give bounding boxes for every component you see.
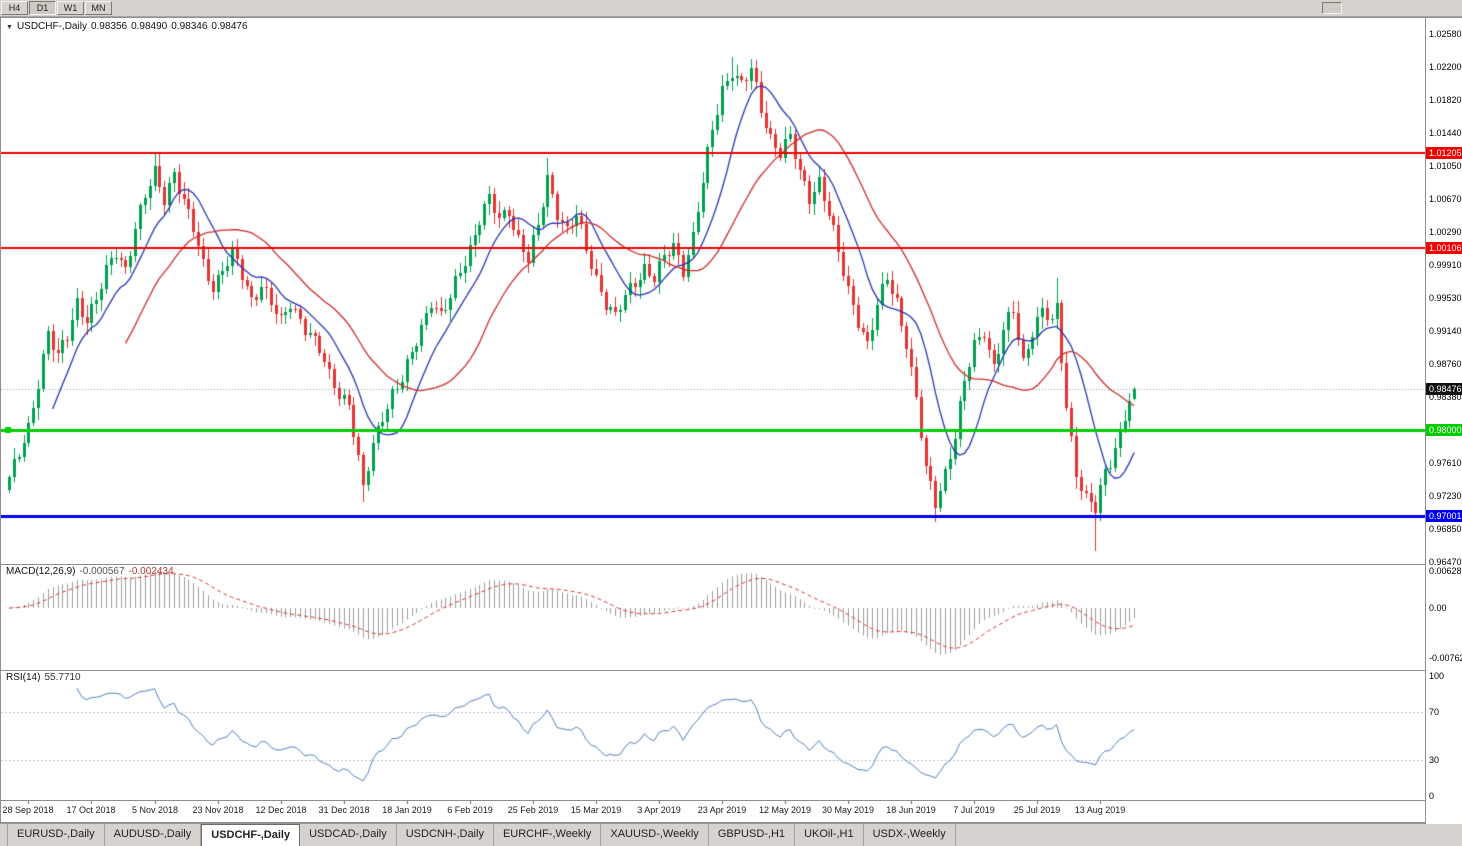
price-axis-label: 0.99530 (1429, 293, 1462, 303)
price-axis-label: 70 (1429, 707, 1440, 717)
pane-divider[interactable] (1, 564, 1462, 565)
rsi-label: RSI(14) (6, 672, 41, 683)
price-axis-label: 0.98380 (1429, 392, 1462, 402)
date-label: 5 Nov 2018 (131, 805, 179, 815)
timeframe-button-h4[interactable]: H4 (1, 1, 28, 15)
date-axis[interactable]: 28 Sep 2018 17 Oct 2018 5 Nov 2018 23 Nov 2… (1, 800, 1425, 824)
date-label: 3 Apr 2019 (637, 805, 681, 815)
timeframe-button-d1[interactable]: D1 (29, 1, 56, 15)
rsi-legend: RSI(14) 55.7710 (6, 672, 85, 683)
macd-legend: MACD(12,26,9) -0.000567 -0.002434 (6, 566, 178, 577)
price-axis-label: 0.99140 (1429, 326, 1462, 336)
symbol-dropdown-icon[interactable]: ▼ (6, 24, 13, 31)
timeframe-button-mn[interactable]: MN (85, 1, 112, 15)
price-tag[interactable]: 1.01205 (1426, 147, 1462, 159)
price-axis-label: 1.01050 (1429, 161, 1462, 171)
toolbar-docked-button[interactable] (1322, 2, 1342, 14)
tab-eurchf-weekly[interactable]: EURCHF-,Weekly (494, 824, 602, 846)
price-axis-label: 1.01440 (1429, 128, 1462, 138)
date-label: 7 Jul 2019 (953, 805, 995, 815)
date-label: 17 Oct 2018 (66, 805, 116, 815)
date-label: 25 Jul 2019 (1013, 805, 1061, 815)
price-axis-label: 1.02580 (1429, 29, 1462, 39)
tab-usdcnh-daily[interactable]: USDCNH-,Daily (397, 824, 494, 846)
date-label: 30 May 2019 (821, 805, 875, 815)
date-label: 25 Feb 2019 (507, 805, 559, 815)
tab-usdchf-daily[interactable]: USDCHF-,Daily (201, 824, 301, 846)
price-axis-label: 0.96470 (1429, 557, 1462, 567)
price-axis-label: 0.97230 (1429, 491, 1462, 501)
price-axis-label: 1.02200 (1429, 62, 1462, 72)
price-tag[interactable]: 1.00106 (1426, 242, 1462, 254)
chart-window: ▼ USDCHF-,Daily 0.98356 0.98490 0.98346 0.984… (0, 17, 1462, 824)
date-label: 13 Aug 2019 (1074, 805, 1126, 815)
price-tag[interactable]: 0.98000 (1426, 424, 1462, 436)
chart-tabs: EURUSD-,Daily AUDUSD-,Daily USDCHF-,Daily U… (0, 823, 1462, 846)
ohlc-low: 0.98346 (171, 21, 208, 32)
date-label: 18 Jun 2019 (886, 805, 936, 815)
pane-divider[interactable] (1, 800, 1462, 801)
price-axis-label: 30 (1429, 755, 1440, 765)
price-axis-label: 0.99910 (1429, 260, 1462, 270)
price-axis-label: 0.98760 (1429, 359, 1462, 369)
chart-canvas[interactable] (1, 18, 1425, 824)
tab-usdx-weekly[interactable]: USDX-,Weekly (864, 824, 956, 846)
tab-usdcad-daily[interactable]: USDCAD-,Daily (300, 824, 397, 846)
macd-label: MACD(12,26,9) (6, 566, 76, 577)
tab-eurusd-daily[interactable]: EURUSD-,Daily (7, 824, 105, 846)
price-axis-label: 0.00 (1429, 603, 1447, 613)
timeframe-button-w1[interactable]: W1 (57, 1, 84, 15)
ohlc-close: 0.98476 (211, 21, 248, 32)
date-label: 12 May 2019 (758, 805, 812, 815)
date-label: 23 Apr 2019 (697, 805, 747, 815)
tab-gbpusd-h1[interactable]: GBPUSD-,H1 (709, 824, 796, 846)
price-axis-label: 0 (1429, 791, 1435, 801)
timeframe-toolbar: H4 D1 W1 MN (0, 0, 1462, 17)
pane-divider[interactable] (1, 670, 1462, 671)
ohlc-open: 0.98356 (90, 21, 128, 32)
price-axis-label: 1.00290 (1429, 227, 1462, 237)
tab-xauusd-weekly[interactable]: XAUUSD-,Weekly (601, 824, 709, 846)
price-axis-label: 1.01820 (1429, 95, 1462, 105)
date-label: 31 Dec 2018 (318, 805, 370, 815)
date-label: 18 Jan 2019 (382, 805, 432, 815)
date-label: 23 Nov 2018 (192, 805, 244, 815)
price-axis-label: 0.97610 (1429, 458, 1462, 468)
price-tag[interactable]: 0.98476 (1426, 383, 1462, 395)
price-axis-label: 1.00670 (1429, 194, 1462, 204)
date-label: 12 Dec 2018 (255, 805, 307, 815)
macd-signal-value: -0.002434 (128, 566, 174, 577)
date-label: 15 Mar 2019 (570, 805, 622, 815)
price-tag[interactable]: 0.97001 (1426, 510, 1462, 522)
date-label: 28 Sep 2018 (2, 805, 54, 815)
chart-legend: ▼ USDCHF-,Daily 0.98356 0.98490 0.98346 0.984… (6, 21, 252, 32)
price-axis-label: 100 (1429, 671, 1445, 681)
macd-value: -0.000567 (79, 566, 125, 577)
price-axis[interactable]: 1.02580 1.02200 1.01820 1.01440 1.01050 1.006… (1425, 18, 1462, 824)
price-axis-label: -0.00762 (1429, 653, 1462, 663)
date-label: 6 Feb 2019 (447, 805, 493, 815)
tab-audusd-daily[interactable]: AUDUSD-,Daily (105, 824, 202, 846)
rsi-value: 55.7710 (44, 672, 81, 683)
symbol-label: USDCHF-,Daily (16, 21, 87, 32)
price-axis-label: 0.96850 (1429, 524, 1462, 534)
ohlc-high: 0.98490 (131, 21, 168, 32)
tab-ukoil-h1[interactable]: UKOil-,H1 (795, 824, 864, 846)
price-axis-label: 0.00628 (1429, 566, 1462, 576)
